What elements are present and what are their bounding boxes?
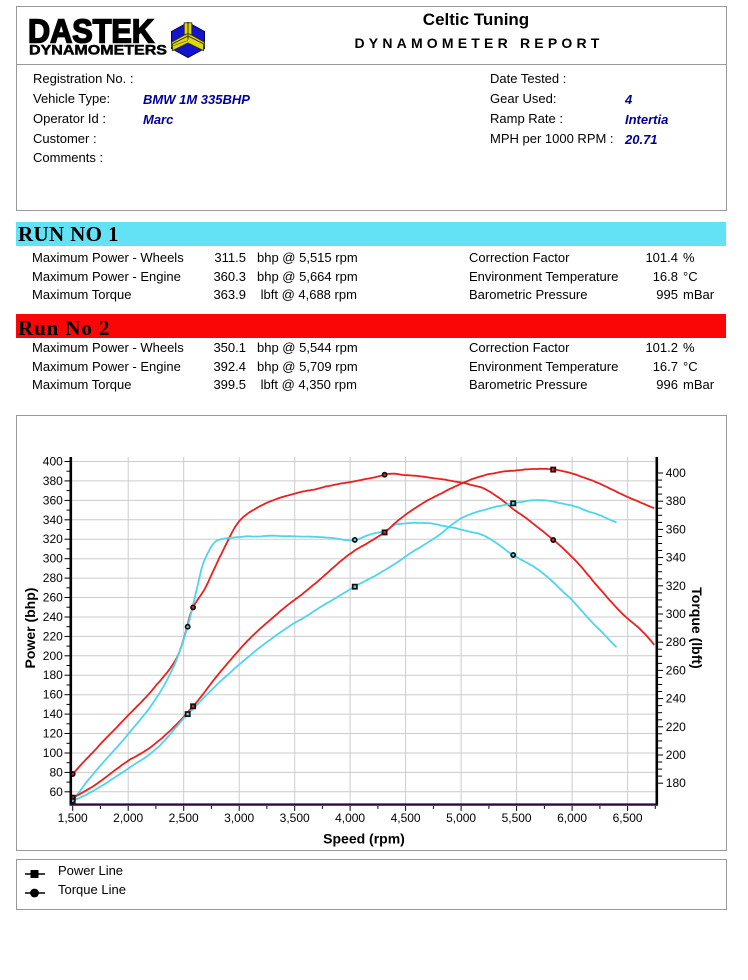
svg-text:200: 200: [43, 649, 63, 663]
svg-text:100: 100: [43, 746, 63, 760]
svg-text:DASTEK: DASTEK: [28, 13, 154, 50]
svg-text:5,000: 5,000: [446, 811, 476, 825]
svg-text:160: 160: [43, 688, 63, 702]
svg-text:340: 340: [666, 551, 686, 565]
svg-text:220: 220: [666, 720, 686, 734]
svg-text:220: 220: [43, 629, 63, 643]
svg-text:Speed (rpm): Speed (rpm): [323, 831, 405, 847]
svg-text:120: 120: [43, 727, 63, 741]
svg-text:2,000: 2,000: [113, 811, 143, 825]
svg-text:300: 300: [666, 607, 686, 621]
svg-text:260: 260: [666, 663, 686, 677]
svg-text:300: 300: [43, 552, 63, 566]
svg-text:Power (bhp): Power (bhp): [22, 588, 38, 669]
svg-text:4,000: 4,000: [335, 811, 365, 825]
svg-text:1,500: 1,500: [58, 811, 88, 825]
svg-text:280: 280: [666, 635, 686, 649]
svg-text:200: 200: [666, 748, 686, 762]
svg-text:140: 140: [43, 707, 63, 721]
svg-text:6,000: 6,000: [557, 811, 587, 825]
svg-text:360: 360: [43, 493, 63, 507]
svg-text:80: 80: [49, 765, 63, 779]
svg-text:360: 360: [666, 522, 686, 536]
svg-text:4,500: 4,500: [391, 811, 421, 825]
svg-text:3,500: 3,500: [280, 811, 310, 825]
svg-text:400: 400: [43, 455, 63, 469]
svg-text:380: 380: [43, 474, 63, 488]
svg-text:240: 240: [43, 610, 63, 624]
svg-text:280: 280: [43, 571, 63, 585]
svg-text:320: 320: [666, 579, 686, 593]
svg-text:380: 380: [666, 494, 686, 508]
svg-text:3,000: 3,000: [224, 811, 254, 825]
svg-text:400: 400: [666, 466, 686, 480]
svg-text:340: 340: [43, 513, 63, 527]
svg-text:180: 180: [43, 668, 63, 682]
svg-text:Torque (lbft): Torque (lbft): [689, 587, 705, 668]
svg-text:240: 240: [666, 692, 686, 706]
svg-text:DYNAMOMETERS: DYNAMOMETERS: [29, 42, 167, 58]
svg-text:260: 260: [43, 591, 63, 605]
svg-text:180: 180: [666, 776, 686, 790]
svg-text:320: 320: [43, 532, 63, 546]
svg-text:60: 60: [49, 785, 63, 799]
svg-text:5,500: 5,500: [502, 811, 532, 825]
svg-text:6,500: 6,500: [613, 811, 643, 825]
svg-text:2,500: 2,500: [169, 811, 199, 825]
